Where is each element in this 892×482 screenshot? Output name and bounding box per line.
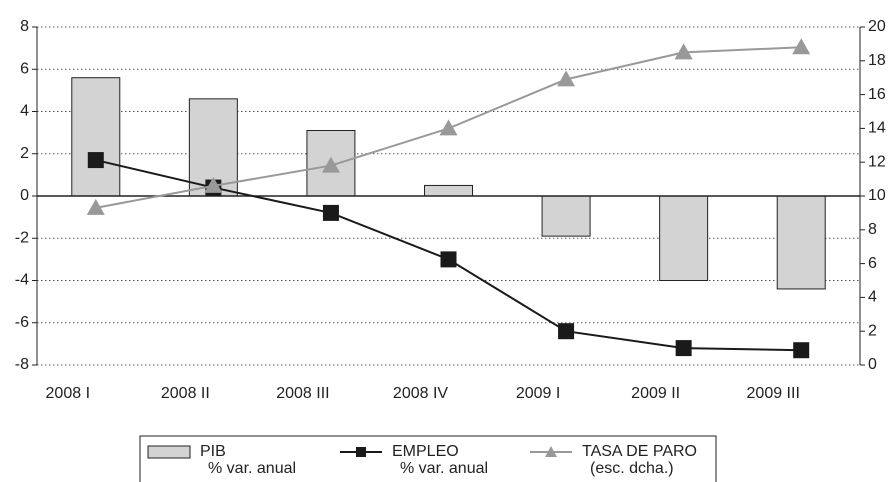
y-tick-label: 2	[20, 145, 29, 162]
legend-marker	[356, 447, 366, 457]
marker	[204, 176, 223, 193]
legend-box	[139, 435, 717, 482]
legend-marker	[545, 446, 557, 457]
legend-label: EMPLEO% var. anual	[392, 443, 488, 477]
y-tick-label: 6	[20, 60, 29, 77]
marker	[87, 152, 104, 169]
y2-tick-label: 2	[868, 322, 877, 339]
marker	[86, 198, 105, 215]
y-tick-label: 8	[20, 18, 29, 35]
marker	[793, 342, 810, 359]
y2-tick-label: 16	[868, 86, 886, 103]
marker	[440, 251, 457, 268]
legend-label: PIB% var. anual	[200, 443, 296, 477]
marker	[557, 70, 576, 87]
bar	[71, 77, 121, 197]
legend-label: TASA DE PARO (esc. dcha.)	[582, 443, 697, 477]
y2-tick-label: 10	[868, 187, 886, 204]
y-tick-label: -2	[15, 229, 29, 246]
y2-tick-label: 8	[868, 221, 877, 238]
y-tick-label: -4	[15, 272, 29, 289]
marker	[439, 119, 458, 136]
y2-tick-label: 12	[868, 153, 886, 170]
y2-tick-label: 6	[868, 255, 877, 272]
x-tick-label: 2009 II	[631, 385, 680, 402]
x-tick-label: 2008 I	[46, 385, 90, 402]
x-tick-label: 2008 III	[276, 385, 329, 402]
marker	[675, 340, 692, 357]
y-tick-label: -8	[15, 356, 29, 373]
marker	[321, 156, 340, 173]
y2-tick-label: 4	[868, 289, 877, 306]
legend-swatch	[147, 445, 191, 459]
x-tick-label: 2008 IV	[393, 385, 448, 402]
marker	[322, 204, 339, 221]
y2-tick-label: 18	[868, 52, 886, 69]
x-tick-label: 2009 I	[516, 385, 560, 402]
x-tick-label: 2008 II	[161, 385, 210, 402]
y-tick-label: -6	[15, 314, 29, 331]
x-tick-label: 2009 III	[747, 385, 800, 402]
y-tick-label: 0	[20, 187, 29, 204]
y2-tick-label: 0	[868, 356, 877, 373]
bar	[424, 184, 473, 197]
y2-tick-label: 14	[868, 120, 886, 137]
marker	[558, 323, 575, 340]
marker	[674, 43, 693, 60]
y2-tick-label: 20	[868, 18, 886, 35]
bar	[659, 195, 709, 281]
marker	[792, 38, 811, 55]
y-tick-label: 4	[20, 103, 29, 120]
bar	[776, 195, 826, 290]
bar	[541, 195, 591, 237]
